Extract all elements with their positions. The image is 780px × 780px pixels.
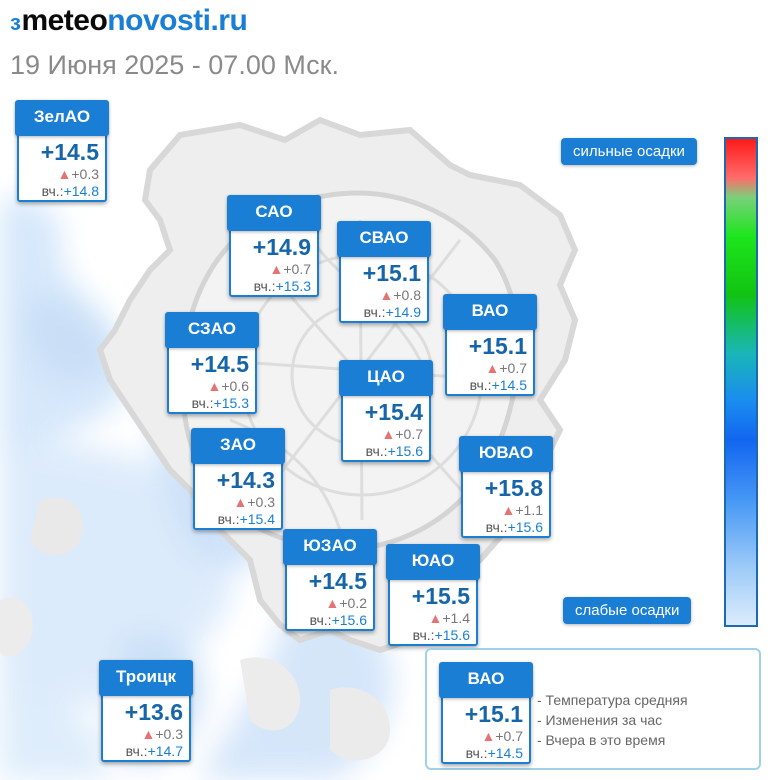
district-name: СВАО xyxy=(337,221,431,257)
yesterday-value: вч.:+14.9 xyxy=(363,304,421,320)
triangle-up-icon: ▲ xyxy=(485,360,500,376)
legend-item-yesterday: - Вчера в это время xyxy=(537,732,666,748)
triangle-up-icon: ▲ xyxy=(428,610,443,626)
triangle-up-icon: ▲ xyxy=(233,494,248,510)
hourly-change: ▲+0.6 xyxy=(207,378,250,394)
triangle-up-icon: ▲ xyxy=(207,378,222,394)
district-name: ЮВАО xyxy=(459,436,553,472)
district-card-szao[interactable]: СЗАО +14.5 ▲+0.6 вч.:+15.3 xyxy=(165,312,259,414)
yesterday-value: вч.:+15.6 xyxy=(485,519,543,535)
site-logo[interactable]: ɜmeteonovosti.ru xyxy=(10,4,248,38)
triangle-up-icon: ▲ xyxy=(379,287,394,303)
hourly-change: ▲+0.3 xyxy=(141,726,184,742)
logo-meteo: meteo xyxy=(21,4,108,37)
district-card-cao[interactable]: ЦАО +15.4 ▲+0.7 вч.:+15.6 xyxy=(339,360,433,462)
scale-label-weak: слабые осадки xyxy=(563,597,692,624)
temperature-value: +15.1 xyxy=(464,701,523,727)
temperature-value: +15.8 xyxy=(484,475,543,501)
hourly-change: ▲+0.3 xyxy=(57,166,100,182)
yesterday-value: вч.:+15.6 xyxy=(412,627,470,643)
temperature-value: +14.9 xyxy=(252,234,311,260)
yesterday-value: вч.:+14.5 xyxy=(469,377,527,393)
legend-sample-card: ВАО +15.1 ▲+0.7 вч.:+14.5 xyxy=(439,662,533,764)
district-name: ЗелАО xyxy=(15,100,109,136)
hourly-change: ▲+0.2 xyxy=(325,595,368,611)
district-card-yuzao[interactable]: ЮЗАО +14.5 ▲+0.2 вч.:+15.6 xyxy=(283,529,377,631)
district-card-troitsk[interactable]: Троицк +13.6 ▲+0.3 вч.:+14.7 xyxy=(99,660,193,762)
yesterday-value: вч.:+15.6 xyxy=(309,612,367,628)
yesterday-value: вч.:+15.6 xyxy=(365,443,423,459)
district-card-vao[interactable]: ВАО +15.1 ▲+0.7 вч.:+14.5 xyxy=(443,294,537,396)
district-name: ВАО xyxy=(443,294,537,330)
hourly-change: ▲+1.1 xyxy=(501,502,544,518)
temperature-value: +14.5 xyxy=(308,568,367,594)
temperature-value: +15.5 xyxy=(411,583,470,609)
legend-item-avg-temp: - Температура средняя xyxy=(537,692,688,708)
triangle-up-icon: ▲ xyxy=(501,502,516,518)
yesterday-value: вч.:+15.3 xyxy=(191,395,249,411)
yesterday-value: вч.:+14.7 xyxy=(125,743,183,759)
yesterday-value: вч.:+14.8 xyxy=(41,183,99,199)
temperature-value: +13.6 xyxy=(124,699,183,725)
district-card-yuao[interactable]: ЮАО +15.5 ▲+1.4 вч.:+15.6 xyxy=(386,544,480,646)
district-name: САО xyxy=(227,195,321,231)
triangle-up-icon: ▲ xyxy=(481,728,496,744)
district-name: Троицк xyxy=(99,660,193,696)
logo-mark-icon: ɜ xyxy=(10,10,21,35)
logo-novosti: novosti xyxy=(107,4,211,37)
triangle-up-icon: ▲ xyxy=(381,426,396,442)
district-card-svao[interactable]: СВАО +15.1 ▲+0.8 вч.:+14.9 xyxy=(337,221,431,323)
district-card-zao[interactable]: ЗАО +14.3 ▲+0.3 вч.:+15.4 xyxy=(191,428,285,530)
legend-item-hourly-change: - Изменения за час xyxy=(537,712,663,728)
logo-domain: .ru xyxy=(210,4,248,37)
district-name: ВАО xyxy=(439,662,533,698)
hourly-change: ▲+0.7 xyxy=(269,261,312,277)
triangle-up-icon: ▲ xyxy=(57,166,72,182)
district-card-yuvao[interactable]: ЮВАО +15.8 ▲+1.1 вч.:+15.6 xyxy=(459,436,553,538)
hourly-change: ▲+0.7 xyxy=(485,360,528,376)
yesterday-value: вч.:+14.5 xyxy=(465,745,523,761)
scale-label-strong: сильные осадки xyxy=(561,138,697,165)
hourly-change: ▲+0.8 xyxy=(379,287,422,303)
yesterday-value: вч.:+15.3 xyxy=(253,278,311,294)
hourly-change: ▲+0.7 xyxy=(481,728,524,744)
triangle-up-icon: ▲ xyxy=(325,595,340,611)
district-name: ЦАО xyxy=(339,360,433,396)
district-card-zelao[interactable]: ЗелАО +14.5 ▲+0.3 вч.:+14.8 xyxy=(15,100,109,202)
district-name: ЗАО xyxy=(191,428,285,464)
triangle-up-icon: ▲ xyxy=(269,261,284,277)
temperature-value: +15.4 xyxy=(364,399,423,425)
hourly-change: ▲+1.4 xyxy=(428,610,471,626)
hourly-change: ▲+0.7 xyxy=(381,426,424,442)
district-name: ЮАО xyxy=(386,544,480,580)
hourly-change: ▲+0.3 xyxy=(233,494,276,510)
temperature-value: +14.3 xyxy=(216,467,275,493)
precipitation-scale-bar xyxy=(724,137,758,627)
temperature-value: +15.1 xyxy=(362,260,421,286)
district-name: СЗАО xyxy=(165,312,259,348)
triangle-up-icon: ▲ xyxy=(141,726,156,742)
page-subtitle: 19 Июня 2025 - 07.00 Мск. xyxy=(10,50,339,80)
temperature-value: +15.1 xyxy=(468,333,527,359)
yesterday-value: вч.:+15.4 xyxy=(217,511,275,527)
temperature-value: +14.5 xyxy=(40,139,99,165)
temperature-value: +14.5 xyxy=(190,351,249,377)
legend-box: ВАО +15.1 ▲+0.7 вч.:+14.5 - Температура … xyxy=(425,648,761,770)
district-name: ЮЗАО xyxy=(283,529,377,565)
district-card-sao[interactable]: САО +14.9 ▲+0.7 вч.:+15.3 xyxy=(227,195,321,297)
